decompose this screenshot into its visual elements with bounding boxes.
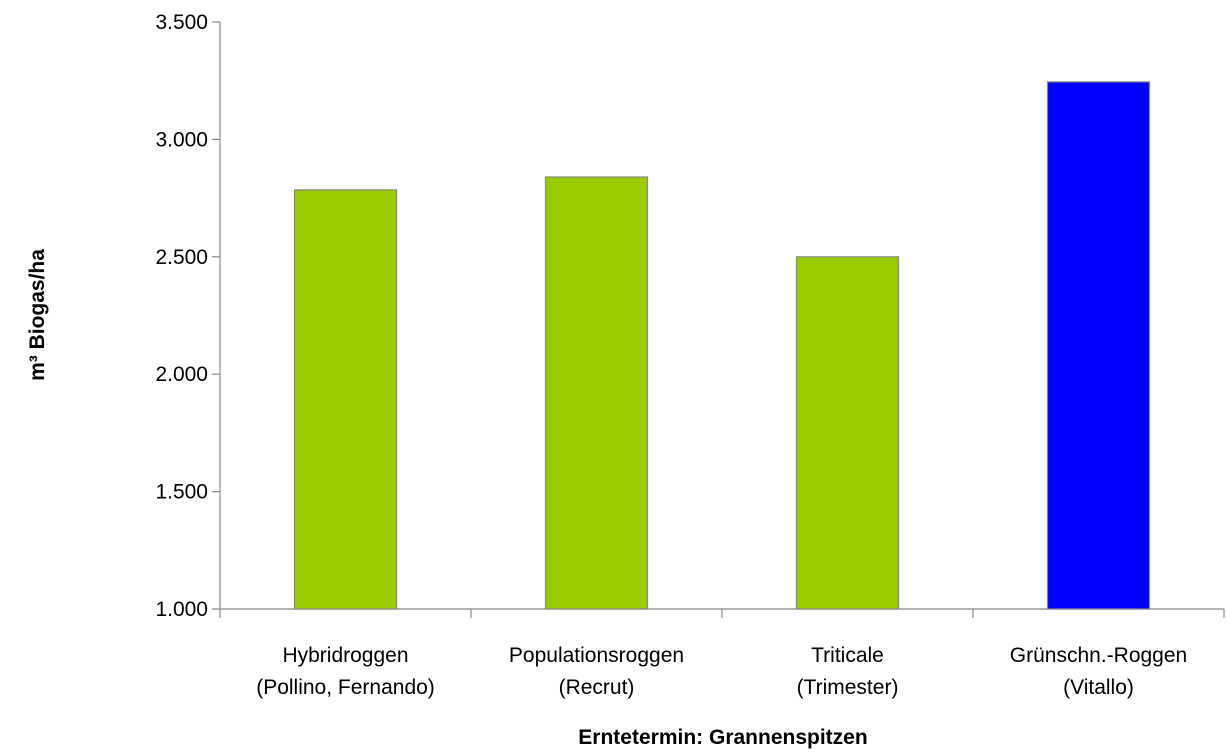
x-category-label: (Recrut): [559, 676, 635, 699]
y-tick-label: 2.000: [155, 363, 208, 386]
x-category-label: Grünschn.-Roggen: [1010, 644, 1187, 667]
bar: [544, 176, 649, 610]
y-axis-title: m³ Biogas/ha: [26, 249, 49, 381]
x-category-label: (Vitallo): [1063, 676, 1134, 699]
x-category-label: (Trimester): [797, 676, 899, 699]
x-category-label: Hybridroggen: [282, 644, 408, 667]
x-category-label: Populationsroggen: [509, 644, 684, 667]
y-tick-label: 3.500: [155, 11, 208, 34]
bar: [1046, 81, 1151, 610]
x-axis-ticks: [219, 609, 1225, 618]
y-tick-label: 2.500: [155, 246, 208, 269]
x-category-label: (Pollino, Fernando): [256, 676, 435, 699]
plot-area: 1.000 1.500 2.000 2.500 3.000 3.500 Hybridrog…: [155, 11, 1225, 699]
y-axis-ticks: 1.000 1.500 2.000 2.500 3.000 3.500: [155, 11, 220, 621]
y-tick-label: 1.500: [155, 481, 208, 504]
bar-series: [293, 81, 1151, 610]
x-axis-title: Erntetermin: Grannenspitzen: [578, 726, 867, 749]
x-category-label: Triticale: [811, 644, 884, 667]
y-tick-label: 3.000: [155, 128, 208, 151]
category-labels: Hybridroggen (Pollino, Fernando) Populatio…: [256, 644, 1187, 699]
bar: [293, 189, 398, 610]
y-tick-label: 1.000: [155, 598, 208, 621]
bar: [795, 256, 900, 610]
